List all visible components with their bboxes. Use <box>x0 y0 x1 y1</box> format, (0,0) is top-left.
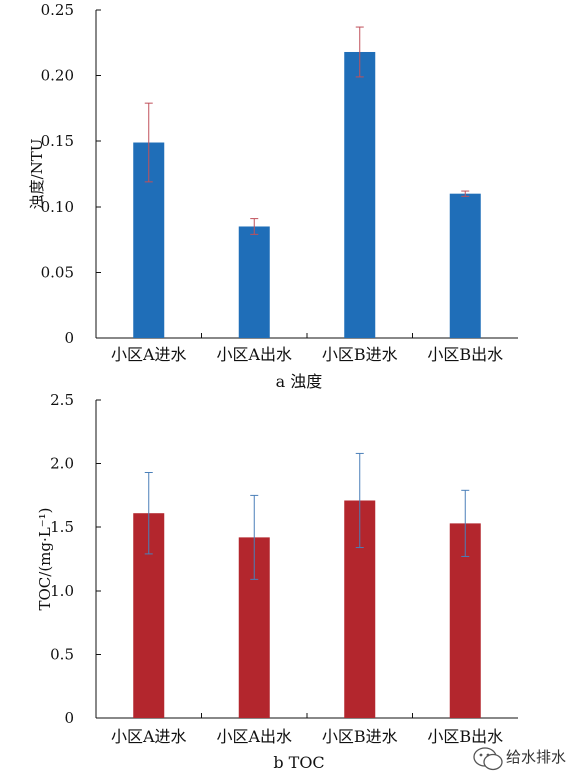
bar <box>449 193 481 338</box>
error-bar <box>250 218 259 235</box>
y-tick-label: 0.15 <box>41 132 74 150</box>
watermark-text: 给水排水 <box>506 748 566 766</box>
error-bar <box>355 26 364 78</box>
y-tick-label: 0 <box>64 329 74 347</box>
chart-caption: b TOC <box>273 753 324 772</box>
error-bar <box>355 452 364 549</box>
x-category-label: 小区B出水 <box>427 727 503 746</box>
watermark: 给水排水 <box>473 747 566 771</box>
y-tick-label: 0.20 <box>41 67 74 85</box>
error-bar <box>144 102 153 183</box>
y-tick-label: 1.0 <box>50 582 74 600</box>
x-category-label: 小区B进水 <box>322 727 398 746</box>
chart-turbidity: 0 0.05 0.10 0.15 0.20 0.25 小区A进水 小区A出水 小区B进水 小区B出… <box>28 1 518 391</box>
error-bar <box>250 494 259 580</box>
y-axis-title: TOC/(mg·L⁻¹) <box>36 507 54 610</box>
x-category-label: 小区A出水 <box>216 345 292 364</box>
y-tick-label: 0.10 <box>41 198 74 216</box>
y-axis-title: 浊度/NTU <box>28 139 46 210</box>
x-category-label: 小区A进水 <box>111 345 187 364</box>
y-tick-label: 2.5 <box>50 391 74 409</box>
x-category-label: 小区B出水 <box>427 345 503 364</box>
y-tick-label: 2.0 <box>50 455 74 473</box>
chart-caption: a 浊度 <box>276 372 323 391</box>
chart-toc: 0 0.5 1.0 1.5 2.0 2.5 小区A进水 小区A出水 小区B进水 小区B出水 TOC/… <box>36 391 518 772</box>
y-tick-label: 0.05 <box>41 263 74 281</box>
error-bar <box>461 489 470 557</box>
wechat-bubble-icon <box>473 747 503 771</box>
error-bar <box>144 472 153 555</box>
error-bar <box>461 190 470 197</box>
y-tick-label: 0.5 <box>50 645 74 663</box>
y-tick-label: 0.25 <box>41 1 74 19</box>
x-category-label: 小区B进水 <box>322 345 398 364</box>
y-tick-label: 0 <box>64 709 74 727</box>
bar <box>344 51 376 338</box>
y-tick-label: 1.5 <box>50 518 74 536</box>
x-category-label: 小区A进水 <box>111 727 187 746</box>
x-category-label: 小区A出水 <box>216 727 292 746</box>
bar <box>238 226 270 338</box>
